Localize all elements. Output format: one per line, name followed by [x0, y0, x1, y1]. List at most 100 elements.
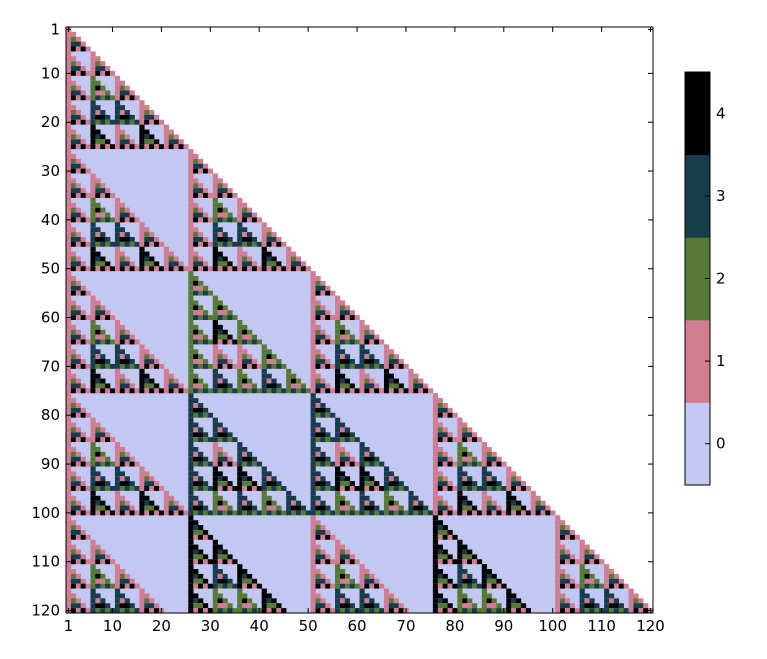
heatmap-cell — [564, 583, 571, 589]
heatmap-cell — [119, 603, 125, 609]
heatmap-cell — [80, 241, 86, 248]
heatmap-cell — [193, 573, 199, 580]
heatmap-cell — [100, 90, 106, 96]
heatmap-cell — [114, 388, 121, 394]
heatmap-cell — [246, 383, 253, 389]
heatmap-cell — [604, 583, 610, 589]
heatmap-cell — [217, 554, 223, 560]
heatmap-cell — [442, 432, 448, 438]
heatmap-cell — [335, 456, 341, 462]
heatmap-cell — [437, 529, 443, 536]
heatmap-cell — [114, 339, 121, 345]
heatmap-cell — [291, 266, 297, 272]
heatmap-cell — [555, 588, 561, 594]
heatmap-cell — [198, 383, 204, 389]
heatmap-cell — [457, 583, 463, 589]
heatmap-cell — [188, 554, 194, 560]
heatmap-cell — [261, 236, 267, 243]
heatmap-cell — [579, 544, 585, 550]
heatmap-cell — [310, 564, 316, 570]
heatmap-cell — [413, 495, 419, 501]
heatmap-cell — [70, 398, 77, 404]
heatmap-cell — [369, 573, 375, 580]
heatmap-cell — [75, 168, 81, 174]
heatmap-cell — [168, 510, 174, 516]
heatmap-cell — [388, 500, 395, 506]
heatmap-cell — [134, 339, 140, 345]
heatmap-cell — [276, 505, 282, 511]
heatmap-cell — [119, 329, 125, 335]
heatmap-cell — [95, 583, 101, 589]
heatmap-cell — [286, 510, 292, 516]
heatmap-cell — [66, 446, 72, 453]
heatmap-cell — [589, 598, 595, 604]
heatmap-row-base — [66, 393, 438, 399]
heatmap-cell — [344, 427, 351, 433]
heatmap-cell — [75, 412, 81, 418]
heatmap-cell — [349, 339, 355, 345]
heatmap-cell — [100, 95, 106, 101]
heatmap-cell — [70, 549, 77, 555]
heatmap-cell — [344, 573, 351, 580]
heatmap-cell — [344, 456, 351, 462]
heatmap-cell — [379, 388, 385, 394]
heatmap-cell — [222, 451, 228, 458]
heatmap-cell — [242, 456, 248, 462]
heatmap-cell — [325, 603, 331, 609]
heatmap-cell — [100, 139, 106, 145]
heatmap-cell — [90, 339, 96, 345]
heatmap-cell — [90, 359, 96, 365]
heatmap-cell — [90, 373, 96, 379]
heatmap-cell — [212, 388, 218, 394]
heatmap-cell — [242, 481, 248, 487]
heatmap-cell — [584, 544, 590, 550]
heatmap-cell — [447, 583, 453, 589]
heatmap-cell — [335, 437, 341, 443]
heatmap-cell — [335, 427, 341, 433]
heatmap-cell — [369, 510, 375, 516]
heatmap-cell — [70, 529, 77, 536]
heatmap-cell — [540, 500, 546, 506]
heatmap-cell — [90, 85, 96, 91]
heatmap-cell — [261, 593, 267, 599]
heatmap-cell — [212, 564, 218, 570]
heatmap-cell — [212, 446, 218, 453]
y-tick-label: 20 — [41, 113, 60, 131]
heatmap-cell — [251, 505, 258, 511]
heatmap-cell — [70, 129, 77, 135]
heatmap-cell — [452, 534, 458, 541]
heatmap-cell — [359, 456, 365, 462]
heatmap-cell — [251, 217, 258, 223]
heatmap-cell — [437, 603, 443, 609]
heatmap-cell — [310, 290, 316, 296]
heatmap-cell — [457, 466, 463, 472]
heatmap-cell — [359, 442, 365, 448]
heatmap-cell — [70, 153, 77, 160]
heatmap-cell — [555, 539, 561, 545]
heatmap-cell — [364, 471, 370, 477]
heatmap-cell — [188, 173, 194, 179]
heatmap-cell — [276, 510, 282, 516]
heatmap-row-base — [66, 407, 453, 414]
heatmap-cell — [339, 583, 346, 589]
heatmap-cell — [188, 398, 194, 404]
heatmap-cell — [237, 608, 243, 614]
heatmap-cell — [295, 510, 302, 516]
heatmap-cell — [442, 549, 448, 555]
heatmap-cell — [70, 481, 77, 487]
heatmap-cell — [359, 368, 365, 375]
heatmap-cell — [119, 451, 125, 458]
heatmap-cell — [158, 388, 165, 394]
heatmap-cell — [604, 573, 610, 580]
heatmap-cell — [188, 544, 194, 550]
heatmap-cell — [227, 193, 233, 199]
heatmap-cell — [320, 559, 326, 565]
heatmap-cell — [344, 481, 351, 487]
heatmap-cell — [139, 466, 145, 472]
heatmap-row-base — [66, 300, 345, 306]
heatmap-cell — [144, 354, 150, 360]
heatmap-cell — [266, 359, 272, 365]
heatmap-cell — [70, 300, 77, 306]
heatmap-cell — [110, 437, 116, 443]
heatmap-cell — [66, 124, 72, 130]
